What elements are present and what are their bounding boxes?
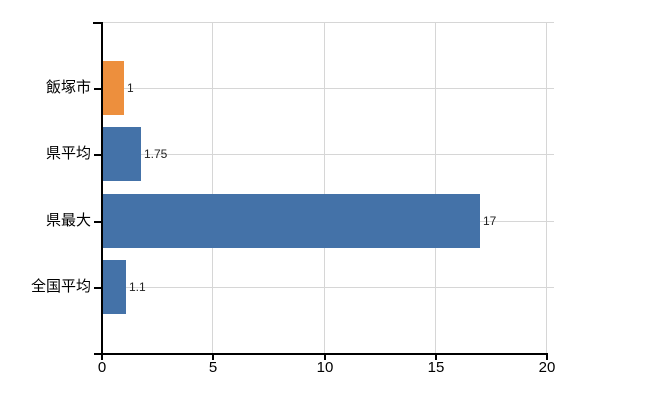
x-axis-tick [546, 353, 548, 360]
y-axis-tick [94, 154, 102, 156]
x-axis-tick-label: 20 [538, 359, 556, 376]
plot-top-border [102, 22, 554, 23]
bar-value-label: 1.1 [129, 280, 146, 294]
x-axis-line [95, 353, 548, 355]
x-axis-tick [435, 353, 437, 360]
category-label: 全国平均 [30, 278, 91, 295]
y-axis-tick [93, 22, 102, 24]
bar-value-label: 17 [483, 214, 497, 228]
vertical-gridline [435, 22, 436, 353]
vertical-gridline [212, 22, 213, 353]
chart-bar [103, 260, 126, 314]
chart-bar [103, 194, 480, 248]
y-axis-tick [94, 88, 102, 90]
horizontal-gridline [102, 287, 554, 288]
x-axis-tick-label: 10 [316, 359, 334, 376]
y-axis-tick [94, 287, 102, 289]
x-axis-tick [324, 353, 326, 360]
bar-value-label: 1 [127, 81, 134, 95]
x-axis-tick-label: 5 [208, 359, 218, 376]
x-axis-tick [212, 353, 214, 360]
x-axis-tick-label: 15 [427, 359, 445, 376]
x-axis-tick [101, 353, 103, 360]
bar-value-label: 1.75 [144, 147, 168, 161]
vertical-gridline [324, 22, 325, 353]
y-axis-line [101, 22, 103, 359]
chart-bar [103, 61, 124, 115]
category-label: 県平均 [45, 145, 91, 162]
category-label: 飯塚市 [45, 79, 91, 96]
vertical-gridline [546, 22, 547, 353]
horizontal-gridline [102, 154, 554, 155]
x-axis-tick-label: 0 [97, 359, 107, 376]
category-label: 県最大 [45, 212, 91, 229]
y-axis-tick [94, 221, 102, 223]
chart-bar [103, 127, 141, 181]
horizontal-gridline [102, 88, 554, 89]
